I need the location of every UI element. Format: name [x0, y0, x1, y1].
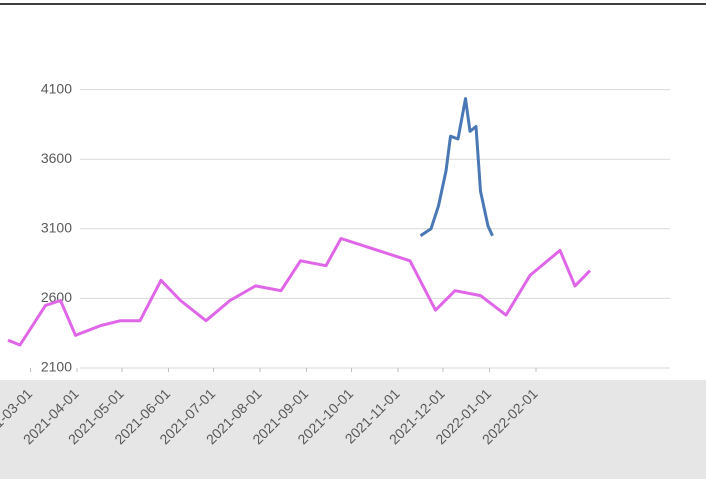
- series-line: [419, 97, 494, 238]
- y-tick-label: 2100: [41, 359, 72, 375]
- axis-band: [0, 380, 706, 479]
- y-tick-label: 3100: [41, 220, 72, 236]
- y-tick-label: 2600: [41, 289, 72, 305]
- y-tick-label: 4100: [41, 80, 72, 96]
- series-line: [7, 237, 592, 347]
- y-tick-label: 3600: [41, 150, 72, 166]
